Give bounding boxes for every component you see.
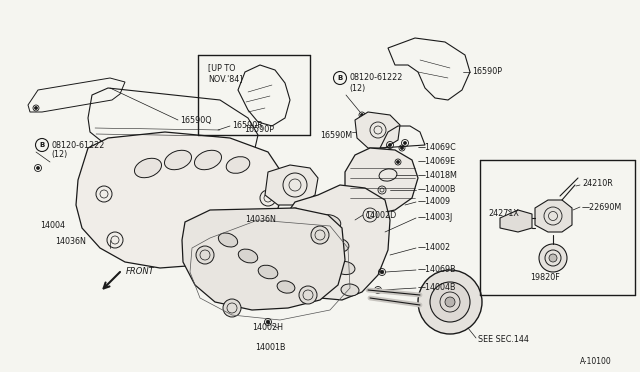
- Text: —14069B: —14069B: [418, 266, 456, 275]
- Polygon shape: [535, 200, 572, 232]
- Circle shape: [35, 106, 38, 109]
- Ellipse shape: [218, 233, 237, 247]
- Polygon shape: [76, 132, 282, 268]
- Circle shape: [196, 246, 214, 264]
- Ellipse shape: [258, 265, 278, 279]
- Circle shape: [247, 240, 263, 256]
- Text: 24210R: 24210R: [582, 179, 612, 187]
- Circle shape: [36, 167, 40, 170]
- Text: 16590M: 16590M: [320, 131, 352, 140]
- Text: —22690M: —22690M: [582, 202, 622, 212]
- Ellipse shape: [341, 284, 359, 296]
- Circle shape: [376, 288, 380, 292]
- Text: 24271X: 24271X: [488, 208, 519, 218]
- Text: 08120-61222: 08120-61222: [51, 141, 104, 150]
- Text: —14069C: —14069C: [418, 144, 457, 153]
- Circle shape: [266, 320, 270, 324]
- Circle shape: [403, 141, 406, 144]
- Circle shape: [360, 113, 364, 116]
- Circle shape: [418, 270, 482, 334]
- Circle shape: [311, 226, 329, 244]
- Text: A⋅10100: A⋅10100: [580, 357, 612, 366]
- Polygon shape: [182, 208, 345, 310]
- Text: [UP TO: [UP TO: [208, 64, 236, 73]
- Text: —14000B: —14000B: [418, 186, 456, 195]
- Ellipse shape: [226, 157, 250, 173]
- Text: FRONT: FRONT: [126, 267, 155, 276]
- Circle shape: [288, 208, 302, 222]
- Circle shape: [299, 286, 317, 304]
- Polygon shape: [500, 210, 532, 232]
- Circle shape: [107, 232, 123, 248]
- Ellipse shape: [134, 158, 161, 178]
- Polygon shape: [265, 165, 318, 205]
- Circle shape: [539, 244, 567, 272]
- Text: —14002: —14002: [418, 244, 451, 253]
- Circle shape: [401, 147, 403, 150]
- Text: NOV.'84]: NOV.'84]: [208, 74, 243, 83]
- Text: —14004B: —14004B: [418, 283, 456, 292]
- Circle shape: [388, 144, 392, 147]
- Circle shape: [397, 160, 399, 164]
- Polygon shape: [345, 148, 418, 215]
- Text: —14009: —14009: [418, 198, 451, 206]
- Text: 14002H: 14002H: [252, 324, 283, 333]
- Circle shape: [260, 190, 276, 206]
- Text: B: B: [337, 75, 342, 81]
- Circle shape: [96, 186, 112, 202]
- Text: 08120-61222: 08120-61222: [349, 74, 403, 83]
- Text: 14002D: 14002D: [365, 211, 396, 219]
- Ellipse shape: [238, 249, 258, 263]
- Circle shape: [363, 208, 377, 222]
- Circle shape: [445, 297, 455, 307]
- Text: 16590P: 16590P: [244, 125, 274, 135]
- Circle shape: [430, 282, 470, 322]
- Text: (12): (12): [349, 83, 365, 93]
- Ellipse shape: [319, 215, 340, 229]
- Text: 16590P: 16590P: [472, 67, 502, 77]
- Text: (12): (12): [51, 151, 67, 160]
- Text: 14036N: 14036N: [55, 237, 86, 247]
- Text: B: B: [40, 142, 45, 148]
- Ellipse shape: [327, 238, 349, 252]
- Text: —14003J: —14003J: [418, 214, 453, 222]
- Text: 14001B: 14001B: [255, 343, 285, 353]
- Polygon shape: [355, 112, 400, 148]
- Text: 14036N: 14036N: [245, 215, 276, 224]
- Text: 19820F: 19820F: [530, 273, 560, 282]
- Polygon shape: [285, 185, 390, 300]
- Text: 14004: 14004: [40, 221, 65, 230]
- Text: 16590Q: 16590Q: [180, 115, 212, 125]
- Text: 16590R: 16590R: [232, 122, 263, 131]
- Ellipse shape: [195, 150, 221, 170]
- Ellipse shape: [277, 281, 295, 293]
- Text: SEE SEC.144: SEE SEC.144: [478, 336, 529, 344]
- Ellipse shape: [164, 150, 191, 170]
- Text: —14018M: —14018M: [418, 170, 458, 180]
- Circle shape: [223, 299, 241, 317]
- Circle shape: [380, 270, 384, 274]
- Text: —14069E: —14069E: [418, 157, 456, 167]
- Ellipse shape: [335, 262, 355, 275]
- Circle shape: [549, 254, 557, 262]
